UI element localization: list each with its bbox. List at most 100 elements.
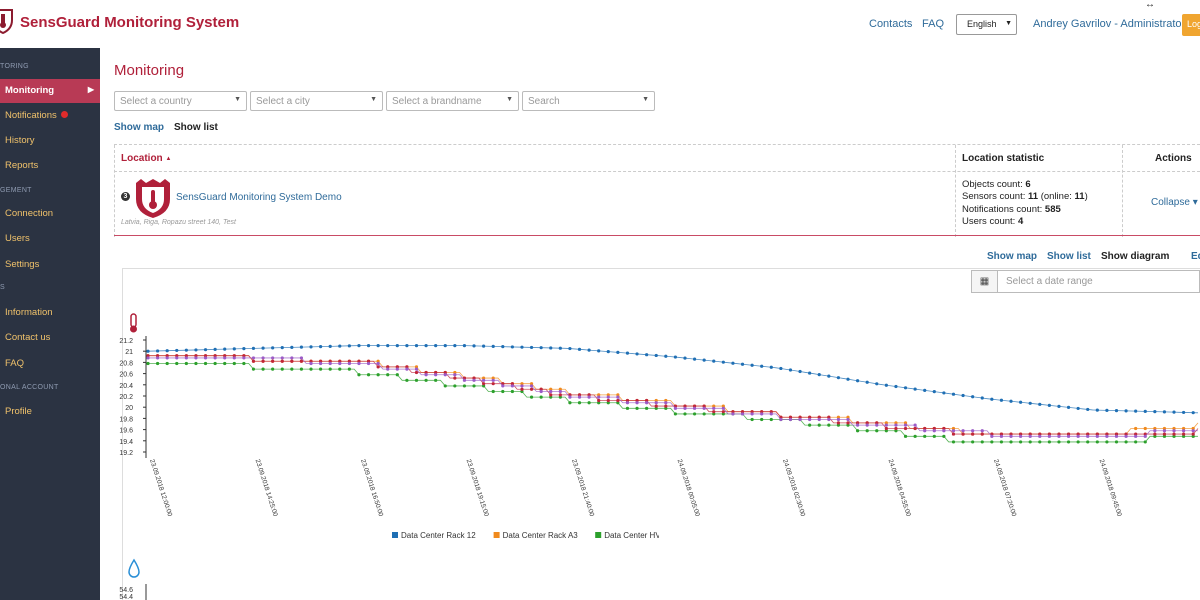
y-tick-label: 21 (125, 349, 133, 356)
x-tick-label: 23.09.2018 14:25:00 (254, 458, 279, 517)
data-point (242, 361, 246, 366)
header-blank-panel (496, 22, 722, 48)
data-point (625, 351, 630, 355)
sidebar-item-faq[interactable]: FAQ (0, 352, 100, 376)
data-point (395, 373, 399, 377)
language-select[interactable]: English ▼ (956, 14, 1017, 35)
data-point (501, 389, 505, 394)
data-point (750, 410, 754, 414)
data-point (529, 384, 534, 388)
x-tick-label: 24.09.2018 07:20:00 (992, 458, 1017, 517)
data-point (1114, 440, 1119, 444)
city-select[interactable]: Select a city ▼ (250, 91, 383, 111)
data-point (654, 401, 658, 405)
date-range-input[interactable]: ▦ Select a date range (971, 270, 1200, 293)
data-point (165, 356, 169, 360)
data-point (376, 359, 380, 363)
data-point (664, 354, 668, 358)
user-menu[interactable]: Andrey Gavrilov - Administrator (1033, 18, 1186, 30)
data-point (597, 349, 601, 353)
series-line (148, 357, 1198, 437)
show-map-link[interactable]: Show map (114, 122, 165, 133)
x-tick-label: 24.09.2018 04:55:00 (887, 458, 912, 517)
thermometer-bulb (130, 325, 137, 333)
data-point (290, 367, 294, 371)
location-column-header[interactable]: Location ▲ (121, 153, 172, 164)
edit-link[interactable]: Ed (1191, 251, 1200, 262)
data-point (1114, 432, 1119, 436)
data-point (798, 369, 802, 374)
data-point (549, 393, 553, 397)
sidebar-item-contact-us[interactable]: Contact us (0, 326, 100, 350)
data-point (1153, 410, 1157, 414)
series-line (148, 355, 1199, 435)
data-point (251, 346, 256, 350)
data-point (357, 361, 361, 366)
data-point (520, 382, 524, 386)
data-point (827, 415, 831, 419)
sidebar-item-reports[interactable]: Reports (0, 154, 100, 178)
data-point (568, 346, 572, 351)
data-point (491, 382, 495, 386)
sidebar-section-monitoring: TORING (0, 63, 29, 70)
logout-button[interactable]: Log (1182, 14, 1200, 36)
sidebar-item-monitoring[interactable]: Monitoring ▶ (0, 79, 100, 103)
data-point (1124, 432, 1128, 436)
collapse-button[interactable]: Collapse ▾ (1151, 197, 1198, 208)
country-select[interactable]: Select a country ▼ (114, 91, 247, 111)
data-point (424, 344, 428, 348)
data-point (414, 344, 419, 348)
data-point (597, 393, 601, 397)
search-select[interactable]: Search ▼ (522, 91, 655, 111)
x-tick-label: 24.09.2018 00:05:00 (676, 458, 701, 517)
data-point (587, 395, 591, 399)
data-point (520, 387, 524, 391)
data-point (1095, 440, 1099, 444)
sidebar-item-history[interactable]: History (0, 129, 100, 153)
data-point (424, 378, 428, 382)
data-point (760, 410, 764, 414)
data-point (251, 356, 256, 360)
detail-show-diagram-link[interactable]: Show diagram (1101, 251, 1170, 262)
x-tick-label: 23.09.2018 12:00:00 (148, 458, 173, 517)
sidebar-item-connection[interactable]: Connection (0, 202, 100, 226)
data-point (405, 378, 409, 382)
data-point (769, 412, 773, 416)
data-point (712, 404, 716, 408)
data-point (232, 347, 236, 351)
data-point (453, 370, 457, 375)
brandname-select-placeholder: Select a brandname (392, 96, 482, 107)
data-point (510, 384, 514, 388)
faq-link[interactable]: FAQ (922, 18, 945, 30)
detail-show-list-link[interactable]: Show list (1047, 251, 1091, 262)
brandname-select[interactable]: Select a brandname ▼ (386, 91, 519, 111)
data-point (836, 376, 841, 380)
sidebar-item-profile[interactable]: Profile (0, 400, 100, 424)
chevron-right-icon: ▶ (87, 85, 94, 94)
data-point (836, 421, 841, 425)
y-tick-label: 20.6 (119, 372, 133, 379)
data-point (1143, 426, 1147, 431)
data-point (635, 398, 639, 403)
y-tick-label: 20.4 (119, 383, 133, 390)
calendar-icon[interactable]: ▦ (972, 271, 998, 292)
data-point (673, 355, 677, 359)
show-list-link[interactable]: Show list (174, 122, 218, 133)
contacts-link[interactable]: Contacts (869, 18, 913, 30)
sidebar-item-settings[interactable]: Settings (0, 253, 100, 277)
detail-show-map-link[interactable]: Show map (987, 251, 1038, 262)
sidebar-item-notifications[interactable]: Notifications (0, 104, 100, 128)
data-point (453, 344, 457, 348)
data-point (386, 365, 390, 369)
legend-swatch (493, 532, 500, 538)
data-point (1038, 432, 1042, 436)
data-point (462, 378, 467, 382)
sensors-count: Sensors count: 11 (online: 11) (962, 191, 1088, 202)
data-point (146, 356, 150, 360)
location-name-link[interactable]: SensGuard Monitoring System Demo (176, 192, 342, 203)
sidebar-item-information[interactable]: Information (0, 301, 100, 325)
data-point (1124, 440, 1128, 444)
sidebar-item-users[interactable]: Users (0, 227, 100, 251)
data-point (961, 393, 965, 398)
city-select-placeholder: Select a city (256, 96, 310, 107)
